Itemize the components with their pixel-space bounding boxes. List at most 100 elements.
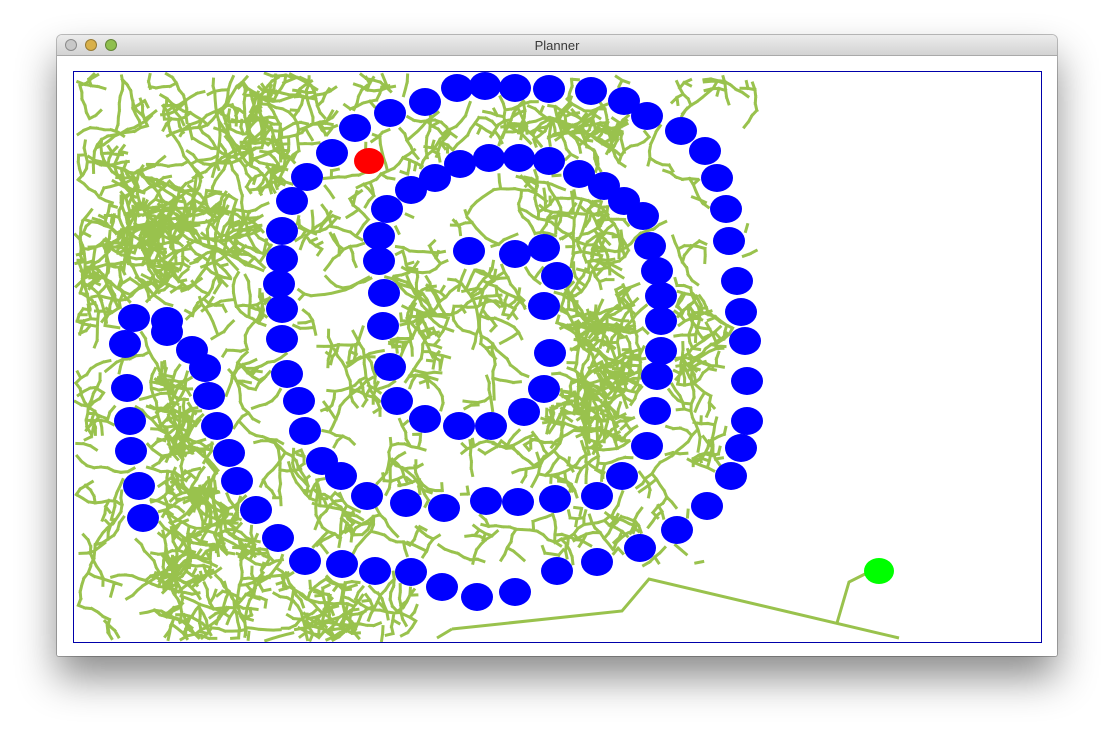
obstacle	[266, 245, 298, 273]
obstacle	[725, 298, 757, 326]
obstacle	[326, 550, 358, 578]
obstacle	[109, 330, 141, 358]
obstacle	[689, 137, 721, 165]
start-marker	[354, 148, 384, 174]
obstacle	[123, 472, 155, 500]
window-title: Planner	[534, 38, 580, 53]
obstacle	[151, 307, 183, 335]
obstacle	[426, 573, 458, 601]
obstacle	[624, 534, 656, 562]
obstacle	[645, 307, 677, 335]
obstacle	[111, 374, 143, 402]
obstacle	[528, 375, 560, 403]
obstacle	[381, 387, 413, 415]
obstacle	[390, 489, 422, 517]
obstacle	[283, 387, 315, 415]
obstacle	[581, 482, 613, 510]
obstacle	[470, 487, 502, 515]
obstacle	[444, 150, 476, 178]
obstacle	[715, 462, 747, 490]
obstacle	[374, 99, 406, 127]
obstacle	[645, 337, 677, 365]
obstacle	[213, 439, 245, 467]
obstacle	[193, 382, 225, 410]
obstacle	[661, 516, 693, 544]
obstacle	[266, 295, 298, 323]
obstacle	[606, 462, 638, 490]
obstacle	[508, 398, 540, 426]
obstacle	[541, 262, 573, 290]
obstacle	[631, 432, 663, 460]
obstacle	[114, 407, 146, 435]
obstacle	[665, 117, 697, 145]
obstacle	[528, 292, 560, 320]
obstacle	[263, 270, 295, 298]
title-bar[interactable]: Planner	[57, 35, 1057, 56]
obstacle	[721, 267, 753, 295]
obstacle	[539, 485, 571, 513]
minimize-button[interactable]	[85, 39, 97, 51]
obstacle	[499, 578, 531, 606]
obstacle	[534, 339, 566, 367]
obstacle	[575, 77, 607, 105]
obstacle	[608, 87, 640, 115]
obstacle	[368, 279, 400, 307]
obstacle	[115, 437, 147, 465]
obstacle	[266, 217, 298, 245]
close-button[interactable]	[65, 39, 77, 51]
obstacle	[453, 237, 485, 265]
obstacle	[443, 412, 475, 440]
obstacle	[469, 72, 501, 100]
planner-drawing	[73, 71, 1042, 643]
obstacle	[639, 397, 671, 425]
obstacle	[503, 144, 535, 172]
obstacle	[176, 336, 208, 364]
obstacle	[363, 222, 395, 250]
workspace-border	[73, 71, 1042, 643]
obstacle	[409, 88, 441, 116]
obstacle	[581, 548, 613, 576]
obstacle	[276, 187, 308, 215]
obstacle	[528, 234, 560, 262]
obstacle	[127, 504, 159, 532]
obstacle	[533, 147, 565, 175]
obstacle	[473, 144, 505, 172]
obstacle	[339, 114, 371, 142]
obstacle	[363, 247, 395, 275]
obstacles	[109, 72, 763, 611]
obstacle	[395, 176, 427, 204]
obstacle	[325, 462, 357, 490]
obstacle	[428, 494, 460, 522]
obstacle	[631, 102, 663, 130]
obstacle	[201, 412, 233, 440]
obstacle	[461, 583, 493, 611]
obstacle	[533, 75, 565, 103]
obstacle	[541, 557, 573, 585]
obstacle	[641, 362, 673, 390]
obstacle	[262, 524, 294, 552]
obstacle	[475, 412, 507, 440]
obstacle	[291, 163, 323, 191]
planner-canvas[interactable]	[57, 56, 1057, 656]
obstacle	[289, 417, 321, 445]
obstacle	[634, 232, 666, 260]
goal-marker	[864, 558, 894, 584]
obstacle	[713, 227, 745, 255]
zoom-button[interactable]	[105, 39, 117, 51]
obstacle	[351, 482, 383, 510]
obstacle	[419, 164, 451, 192]
obstacle	[441, 74, 473, 102]
obstacle	[271, 360, 303, 388]
obstacle	[729, 327, 761, 355]
obstacle	[588, 172, 620, 200]
obstacle	[409, 405, 441, 433]
obstacle	[731, 367, 763, 395]
obstacle	[118, 304, 150, 332]
obstacle	[710, 195, 742, 223]
obstacle	[641, 257, 673, 285]
obstacle	[731, 407, 763, 435]
obstacle	[645, 282, 677, 310]
obstacle	[691, 492, 723, 520]
obstacle	[367, 312, 399, 340]
tree-branches	[73, 71, 759, 643]
